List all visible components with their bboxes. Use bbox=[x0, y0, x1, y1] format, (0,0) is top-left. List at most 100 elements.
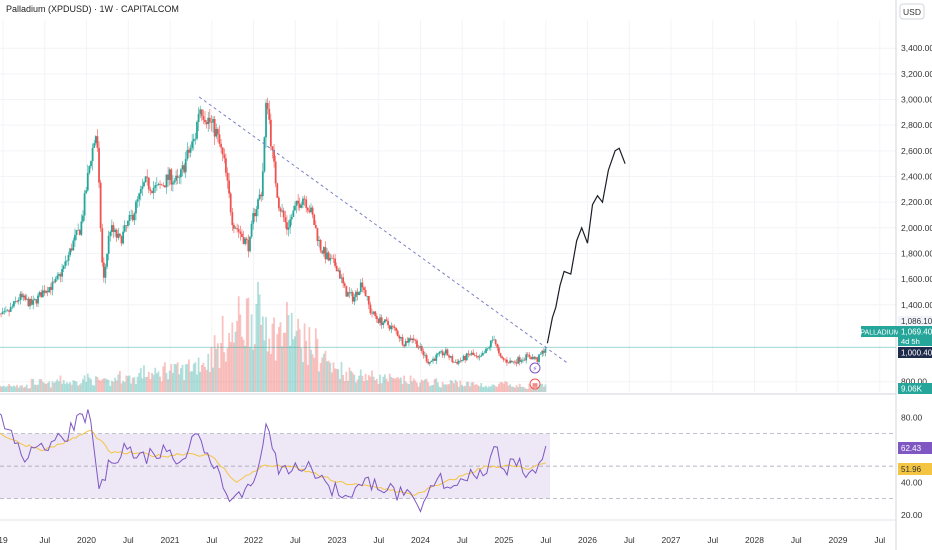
volume-bar bbox=[287, 314, 290, 392]
volume-bar bbox=[456, 381, 459, 392]
candle-body bbox=[319, 239, 322, 251]
candle-body bbox=[313, 214, 316, 226]
event-icons[interactable]: ⚡ ▦ bbox=[529, 362, 541, 390]
price-tick-label: 3,400.00 bbox=[901, 43, 932, 53]
candle-body bbox=[438, 351, 441, 354]
candle-body bbox=[162, 185, 165, 186]
volume-bar bbox=[453, 383, 455, 392]
volume-bar bbox=[269, 353, 272, 392]
candle-body bbox=[433, 358, 436, 361]
lightning-icon[interactable]: ⚡ bbox=[533, 365, 538, 373]
volume-bar bbox=[86, 373, 89, 392]
time-tick-label: 2027 bbox=[662, 535, 681, 545]
candle-body bbox=[107, 235, 110, 254]
candle-body bbox=[255, 208, 258, 217]
candle-body bbox=[171, 182, 174, 185]
volume-bar bbox=[383, 374, 386, 392]
candle-body bbox=[514, 361, 516, 363]
volume-bar bbox=[422, 380, 425, 392]
candle-body bbox=[101, 228, 104, 263]
volume-bar bbox=[329, 362, 332, 392]
candle-body bbox=[226, 172, 229, 181]
candle-body bbox=[300, 204, 303, 208]
volume-bar bbox=[406, 383, 409, 392]
volume-bar bbox=[236, 320, 239, 392]
volume-tag: 9.06K bbox=[901, 385, 923, 394]
volume-bar bbox=[372, 376, 375, 392]
projection-path[interactable] bbox=[546, 147, 626, 344]
volume-bar bbox=[367, 375, 370, 392]
candle-body bbox=[295, 200, 298, 206]
volume-bar bbox=[77, 385, 80, 392]
candle-body bbox=[506, 359, 508, 363]
candle-body bbox=[56, 275, 59, 279]
candle-body bbox=[241, 233, 243, 237]
candle-body bbox=[163, 185, 166, 188]
volume-bar bbox=[265, 317, 267, 392]
volume-bar bbox=[451, 380, 454, 392]
candlestick-series bbox=[0, 97, 547, 367]
candle-body bbox=[90, 161, 92, 167]
candle-body bbox=[117, 233, 120, 238]
candle-body bbox=[448, 355, 450, 358]
candle-body bbox=[290, 216, 293, 220]
candle-body bbox=[419, 346, 422, 348]
volume-bar bbox=[350, 370, 353, 392]
candle-body bbox=[322, 247, 325, 254]
candle-body bbox=[35, 299, 38, 304]
candle-body bbox=[119, 233, 121, 237]
candle-body bbox=[358, 292, 361, 296]
volume-bar bbox=[361, 375, 364, 392]
time-tick-label: Jul bbox=[123, 535, 134, 545]
rsi-axis[interactable]: 20.00 40.00 80.00 bbox=[901, 412, 923, 519]
candle-body bbox=[359, 282, 362, 293]
time-tick-label: 2028 bbox=[745, 535, 764, 545]
volume-bar bbox=[465, 381, 468, 392]
candle-body bbox=[292, 210, 295, 217]
volume-bar bbox=[220, 342, 222, 392]
candle-body bbox=[257, 199, 259, 209]
candle-body bbox=[539, 354, 542, 355]
volume-bars bbox=[0, 281, 547, 392]
candle-body bbox=[517, 357, 520, 364]
volume-bar bbox=[400, 377, 402, 392]
candle-body bbox=[493, 339, 495, 341]
candle-body bbox=[66, 260, 68, 262]
candle-body bbox=[486, 348, 489, 349]
currency-button[interactable]: USD bbox=[899, 3, 925, 20]
candle-body bbox=[477, 356, 479, 358]
volume-bar bbox=[135, 384, 137, 392]
candle-body bbox=[332, 258, 335, 260]
candle-body bbox=[449, 356, 452, 358]
candle-body bbox=[143, 182, 145, 187]
candle-body bbox=[523, 359, 526, 361]
candle-body bbox=[168, 169, 171, 180]
volume-bar bbox=[318, 371, 320, 392]
volume-bar bbox=[239, 314, 242, 392]
candle-body bbox=[481, 353, 484, 356]
volume-bar bbox=[226, 348, 229, 392]
volume-bar bbox=[90, 379, 92, 392]
candle-body bbox=[220, 143, 222, 148]
candle-body bbox=[432, 358, 434, 361]
candle-body bbox=[271, 146, 274, 150]
candle-body bbox=[499, 353, 502, 357]
volume-bar bbox=[436, 382, 439, 392]
volume-bar bbox=[41, 381, 44, 392]
volume-bar bbox=[284, 332, 287, 392]
volume-bar bbox=[120, 383, 123, 392]
candle-body bbox=[237, 229, 240, 232]
candle-body bbox=[46, 290, 49, 293]
volume-bar bbox=[51, 381, 54, 392]
candle-body bbox=[93, 143, 96, 148]
volume-bar bbox=[435, 378, 438, 392]
candle-body bbox=[440, 351, 442, 352]
volume-bar bbox=[393, 378, 396, 392]
volume-bar bbox=[520, 386, 523, 392]
calendar-icon[interactable]: ▦ bbox=[532, 382, 538, 389]
time-tick-label: Jul bbox=[373, 535, 384, 545]
time-axis[interactable]: 19 Jul 2020 Jul 2021 Jul 2022 Jul 2023 Jul 2024 Jul… bbox=[0, 535, 885, 545]
candle-body bbox=[274, 161, 277, 184]
price-axis[interactable]: 800.00 1,400.00 1,600.00 1,800.00 2,000.00 2,… bbox=[901, 43, 932, 387]
